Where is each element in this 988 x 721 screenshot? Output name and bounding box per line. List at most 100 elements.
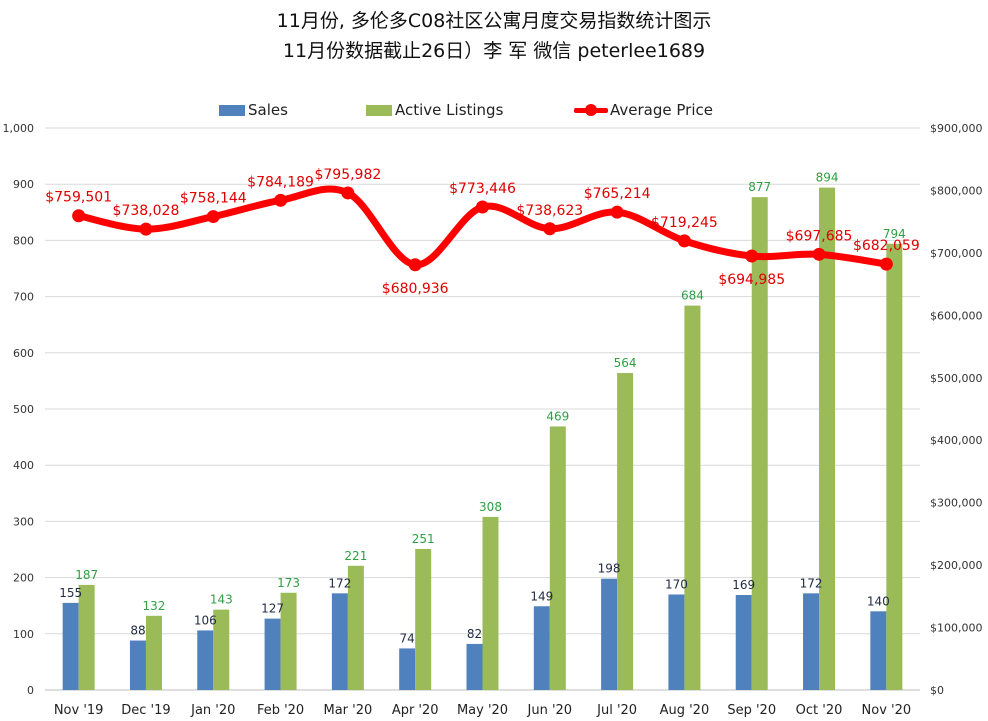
sales-data-label: 172 <box>800 576 823 590</box>
x-axis-tick-label: Nov '20 <box>862 703 912 718</box>
sales-data-label: 172 <box>328 576 351 590</box>
left-axis-tick-label: 100 <box>13 628 34 641</box>
sales-bar <box>735 595 752 690</box>
active-listings-bar <box>684 305 701 690</box>
right-axis-tick-label: $100,000 <box>930 622 983 635</box>
active-listings-data-label: 308 <box>479 500 502 514</box>
active-listings-bar <box>819 187 836 690</box>
sales-data-label: 155 <box>59 586 82 600</box>
title-line-1: 11月份, 多伦多C08社区公寓月度交易指数统计图示 <box>276 10 712 32</box>
sales-bar <box>129 640 146 690</box>
sales-data-label: 82 <box>467 627 482 641</box>
sales-bar <box>668 594 685 690</box>
left-axis-tick-label: 0 <box>27 684 34 697</box>
active-listings-data-label: 251 <box>412 532 435 546</box>
right-axis-tick-label: $900,000 <box>930 122 983 135</box>
active-listings-data-label: 684 <box>681 289 704 303</box>
active-listings-bar <box>78 584 95 690</box>
sales-bar <box>601 578 618 690</box>
legend-active-swatch <box>366 104 392 116</box>
average-price-data-label: $784,189 <box>247 174 314 190</box>
x-axis-tick-label: Jul '20 <box>596 703 637 718</box>
legend-active-label: Active Listings <box>395 101 504 119</box>
right-axis-tick-label: $600,000 <box>930 309 983 322</box>
average-price-point <box>677 234 691 248</box>
chart-title: 11月份, 多伦多C08社区公寓月度交易指数统计图示 11月份数据截止26日）李… <box>0 6 988 66</box>
active-listings-bar <box>347 565 364 690</box>
right-axis-tick-label: $200,000 <box>930 559 983 572</box>
active-listings-bar <box>213 609 230 690</box>
x-axis-tick-label: May '20 <box>457 703 508 718</box>
legend-sales-swatch <box>219 104 245 116</box>
sales-data-label: 140 <box>867 594 890 608</box>
left-axis-tick-label: 1,000 <box>3 122 35 135</box>
active-listings-bar <box>482 516 499 690</box>
active-listings-data-label: 132 <box>143 599 166 613</box>
sales-bar <box>399 648 416 690</box>
average-price-data-label: $680,936 <box>382 281 449 297</box>
sales-bar <box>870 611 887 690</box>
average-price-data-label: $719,245 <box>651 215 718 231</box>
right-axis-tick-label: $800,000 <box>930 184 983 197</box>
active-listings-bar <box>145 615 162 690</box>
sales-data-label: 149 <box>530 589 553 603</box>
left-axis-tick-label: 500 <box>13 403 34 416</box>
title-line-2: 11月份数据截止26日）李 军 微信 peterlee1689 <box>282 40 706 62</box>
left-axis-tick-label: 300 <box>13 515 34 528</box>
average-price-data-label: $759,501 <box>45 190 112 206</box>
left-axis-tick-label: 700 <box>13 291 34 304</box>
x-axis-tick-label: Oct '20 <box>796 703 843 718</box>
average-price-point <box>879 257 893 271</box>
sales-bar <box>264 618 281 690</box>
sales-bar <box>197 630 214 690</box>
sales-bar <box>803 593 820 690</box>
sales-data-label: 106 <box>194 613 217 627</box>
x-axis-tick-label: Dec '19 <box>121 703 170 718</box>
x-axis-tick-label: Jan '20 <box>190 703 235 718</box>
legend-sales-label: Sales <box>248 101 288 119</box>
sales-bar <box>466 643 483 690</box>
average-price-data-label: $697,685 <box>786 228 853 244</box>
average-price-data-label: $765,214 <box>584 186 651 202</box>
active-listings-data-label: 894 <box>816 171 839 185</box>
left-axis-tick-label: 900 <box>13 178 34 191</box>
x-axis-tick-label: Sep '20 <box>727 703 776 718</box>
average-price-point <box>610 205 624 219</box>
right-axis-tick-label: $500,000 <box>930 372 983 385</box>
right-axis-tick-label: $300,000 <box>930 497 983 510</box>
x-axis-tick-label: Nov '19 <box>54 703 104 718</box>
active-listings-bar <box>751 197 768 690</box>
average-price-data-label: $773,446 <box>449 181 516 197</box>
average-price-point <box>812 247 826 261</box>
sales-data-label: 74 <box>400 631 415 645</box>
active-listings-bar <box>549 426 566 690</box>
average-price-data-label: $738,028 <box>113 203 180 219</box>
average-price-point <box>745 249 759 263</box>
left-axis-tick-label: 600 <box>13 347 34 360</box>
legend-sales: Sales <box>219 98 288 122</box>
legend-active-listings: Active Listings <box>366 98 503 122</box>
x-axis-tick-label: Mar '20 <box>323 703 372 718</box>
active-listings-bar <box>280 592 297 690</box>
sales-bar <box>331 593 348 690</box>
active-listings-bar <box>415 548 432 690</box>
sales-data-label: 88 <box>130 624 145 638</box>
active-listings-data-label: 564 <box>614 356 637 370</box>
legend: Sales Active Listings Average Price <box>0 98 988 122</box>
left-axis-tick-label: 400 <box>13 459 34 472</box>
sales-data-label: 170 <box>665 577 688 591</box>
right-axis-tick-label: $400,000 <box>930 434 983 447</box>
active-listings-data-label: 794 <box>883 227 906 241</box>
average-price-point <box>274 193 288 207</box>
active-listings-data-label: 143 <box>210 593 233 607</box>
sales-bar <box>533 606 550 690</box>
sales-data-label: 127 <box>261 602 284 616</box>
active-listings-bar <box>886 243 903 690</box>
average-price-data-label: $738,623 <box>516 203 583 219</box>
right-axis-tick-label: $0 <box>930 684 944 697</box>
active-listings-bar <box>617 373 634 690</box>
average-price-data-label: $682,059 <box>853 238 920 254</box>
active-listings-data-label: 877 <box>748 180 771 194</box>
sales-data-label: 198 <box>598 562 621 576</box>
